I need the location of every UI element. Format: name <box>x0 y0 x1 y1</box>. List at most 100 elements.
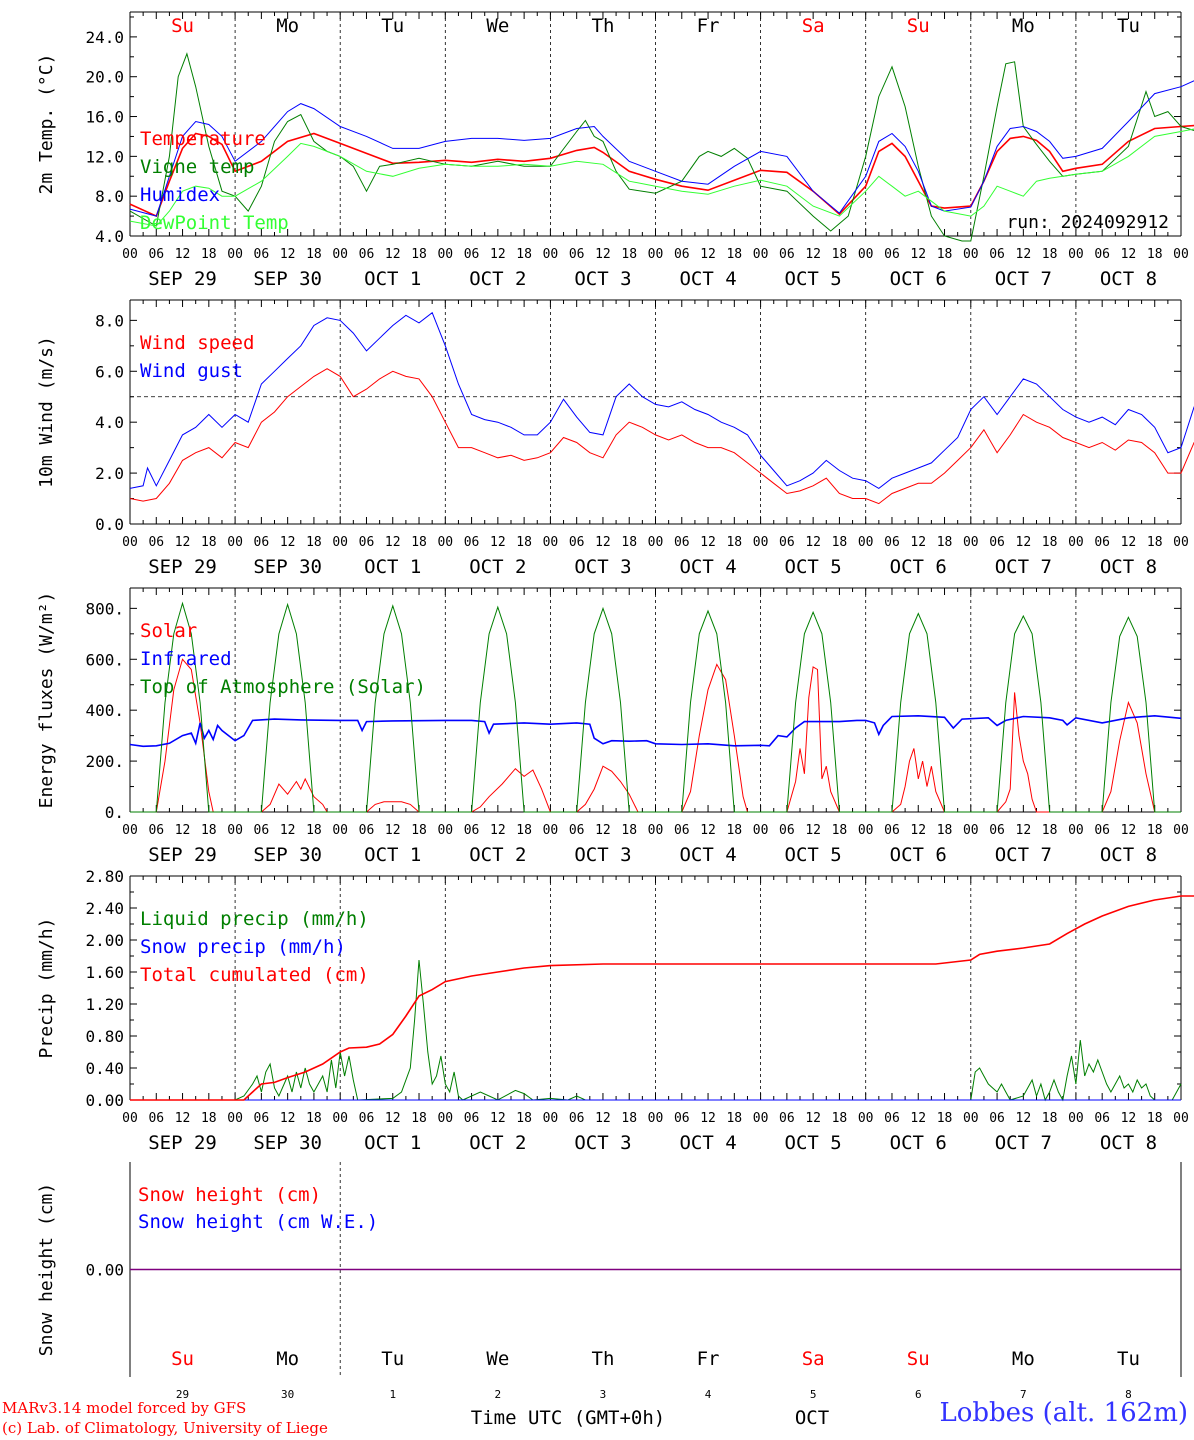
date-label: OCT 4 <box>679 268 736 290</box>
hour-tick-label: 18 <box>516 823 532 838</box>
hour-tick-label: 18 <box>1042 823 1058 838</box>
hour-tick-label: 12 <box>910 823 926 838</box>
hour-tick-label: 06 <box>464 823 480 838</box>
hour-tick-label: 00 <box>437 247 453 262</box>
hour-tick-label: 18 <box>1042 1111 1058 1126</box>
hour-tick-label: 00 <box>1173 823 1189 838</box>
hour-tick-label: 06 <box>674 535 690 550</box>
hour-tick-label: 12 <box>1016 247 1032 262</box>
hour-tick-label: 18 <box>306 823 322 838</box>
hour-tick-label: 00 <box>753 247 769 262</box>
hour-tick-label: 06 <box>1094 535 1110 550</box>
date-label: SEP 29 <box>148 268 217 290</box>
hour-tick-label: 06 <box>464 247 480 262</box>
hour-tick-label: 12 <box>1121 247 1137 262</box>
series-line-temperature <box>129 124 1194 218</box>
hour-tick-label: 06 <box>674 1111 690 1126</box>
hour-tick-label: 18 <box>832 1111 848 1126</box>
date-label: OCT 2 <box>469 1132 526 1154</box>
hour-tick-label: 00 <box>963 823 979 838</box>
hour-tick-label: 18 <box>516 1111 532 1126</box>
hour-tick-label: 00 <box>963 1111 979 1126</box>
hour-tick-label: 12 <box>910 1111 926 1126</box>
hour-tick-label: 18 <box>621 1111 637 1126</box>
hour-tick-label: 00 <box>648 823 664 838</box>
hour-tick-label: 06 <box>254 823 270 838</box>
hour-tick-label: 00 <box>1173 247 1189 262</box>
panel-5: 0.00 Snow height (cm) Snow height (cm) Snow… <box>36 1162 1182 1377</box>
day-of-week-footer: Su <box>907 1348 930 1370</box>
panel-3: 0. 200. 400. 600. 800. Energy fluxes (W/m²) So… <box>36 587 1189 866</box>
hour-tick-label: 18 <box>1147 247 1163 262</box>
hour-tick-label: 06 <box>464 535 480 550</box>
y-tick-label: 0.40 <box>85 1059 124 1078</box>
hour-tick-label: 00 <box>227 535 243 550</box>
hour-tick-label: 00 <box>122 1111 138 1126</box>
legend-entry: Wind speed <box>140 332 254 354</box>
hour-tick-label: 00 <box>753 535 769 550</box>
hour-tick-label: 06 <box>779 823 795 838</box>
hour-tick-label: 06 <box>989 535 1005 550</box>
panel-4: 0.00 0.40 0.80 1.20 1.60 2.00 2.40 2.80 Precip (… <box>36 867 1194 1154</box>
day-of-week-footer: Sa <box>802 1348 825 1370</box>
hour-tick-label: 06 <box>569 1111 585 1126</box>
hour-tick-label: 12 <box>385 823 401 838</box>
hour-tick-label: 06 <box>254 247 270 262</box>
y-tick-label: 0.00 <box>85 1261 124 1280</box>
hour-tick-label: 06 <box>884 535 900 550</box>
hour-tick-label: 06 <box>148 823 164 838</box>
hour-tick-label: 00 <box>543 1111 559 1126</box>
hour-tick-label: 12 <box>385 1111 401 1126</box>
hour-tick-label: 06 <box>779 535 795 550</box>
hour-tick-label: 12 <box>1016 823 1032 838</box>
date-label: OCT 7 <box>995 556 1052 578</box>
date-label: SEP 29 <box>148 844 217 866</box>
day-of-week-footer: Mo <box>276 1348 299 1370</box>
date-label: OCT 7 <box>995 1132 1052 1154</box>
hour-tick-label: 18 <box>201 823 217 838</box>
y-tick-label: 800. <box>85 599 124 618</box>
hour-tick-label: 18 <box>726 247 742 262</box>
date-label: OCT 1 <box>364 556 421 578</box>
hour-tick-label: 06 <box>674 823 690 838</box>
legend-entry: Wind gust <box>140 360 243 382</box>
y-tick-label: 0.00 <box>85 1091 124 1110</box>
y-tick-label: 24.0 <box>85 28 124 47</box>
y-tick-label: 20.0 <box>85 68 124 87</box>
hour-tick-label: 12 <box>1121 535 1137 550</box>
y-tick-label: 1.60 <box>85 963 124 982</box>
legend-entry: Liquid precip (mm/h) <box>140 908 369 930</box>
hour-tick-label: 06 <box>359 1111 375 1126</box>
date-label: SEP 29 <box>148 556 217 578</box>
hour-tick-label: 00 <box>1068 823 1084 838</box>
hour-tick-label: 18 <box>201 1111 217 1126</box>
date-label: SEP 30 <box>253 556 322 578</box>
legend-entry: Humidex <box>140 184 220 206</box>
date-label: OCT 8 <box>1100 268 1157 290</box>
y-tick-label: 0.0 <box>95 515 124 534</box>
date-label: OCT 6 <box>890 1132 947 1154</box>
day-number: 4 <box>705 1388 712 1401</box>
hour-tick-label: 18 <box>937 823 953 838</box>
hour-tick-label: 00 <box>858 247 874 262</box>
hour-tick-label: 12 <box>805 823 821 838</box>
date-label: OCT 6 <box>890 556 947 578</box>
hour-tick-label: 18 <box>201 535 217 550</box>
hour-tick-label: 06 <box>779 247 795 262</box>
hour-tick-label: 18 <box>306 247 322 262</box>
hour-tick-label: 18 <box>306 535 322 550</box>
month-label: OCT <box>795 1407 829 1429</box>
date-label: OCT 3 <box>574 268 631 290</box>
y-tick-label: 1.20 <box>85 995 124 1014</box>
series-line-top-of-atmosphere-solar <box>130 601 1181 813</box>
hour-tick-label: 06 <box>1094 1111 1110 1126</box>
hour-tick-label: 12 <box>1016 1111 1032 1126</box>
hour-tick-label: 18 <box>832 535 848 550</box>
day-number: 29 <box>176 1388 189 1401</box>
date-label: OCT 5 <box>785 556 842 578</box>
hour-tick-label: 00 <box>227 247 243 262</box>
hour-tick-label: 00 <box>543 823 559 838</box>
hour-tick-label: 00 <box>543 535 559 550</box>
date-label: OCT 1 <box>364 268 421 290</box>
series-line-total-cumulated-cm <box>130 895 1194 1101</box>
